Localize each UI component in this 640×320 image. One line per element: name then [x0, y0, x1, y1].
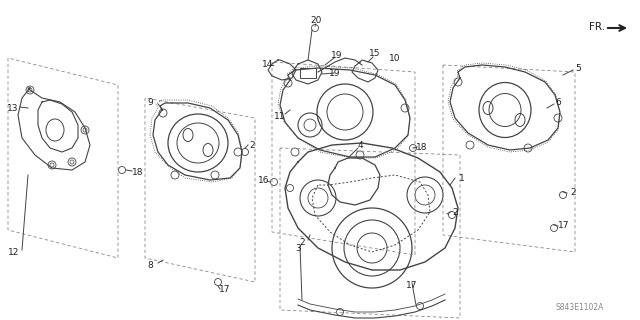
Text: 9: 9 [147, 98, 153, 107]
Text: 20: 20 [310, 15, 322, 25]
Text: FR.: FR. [589, 22, 605, 32]
Text: 13: 13 [7, 103, 19, 113]
Text: S843E1102A: S843E1102A [556, 303, 604, 313]
Text: 2: 2 [299, 237, 305, 246]
Text: 4: 4 [357, 140, 363, 149]
Text: 2: 2 [570, 188, 576, 196]
Bar [300, 68, 316, 78]
Text: 15: 15 [369, 49, 381, 58]
Text: 18: 18 [416, 142, 428, 151]
Text: 14: 14 [262, 60, 274, 68]
Text: 18: 18 [132, 167, 144, 177]
Text: 5: 5 [575, 63, 581, 73]
Text: 3: 3 [295, 244, 301, 252]
Text: 12: 12 [8, 247, 20, 257]
Text: 19: 19 [332, 51, 343, 60]
Text: 17: 17 [558, 220, 570, 229]
Text: 11: 11 [275, 111, 285, 121]
Text: 8: 8 [147, 260, 153, 269]
Text: 19: 19 [329, 68, 340, 77]
Text: 2: 2 [249, 140, 255, 149]
Text: 10: 10 [389, 53, 401, 62]
Text: 1: 1 [459, 173, 465, 182]
Text: 17: 17 [220, 285, 231, 294]
Text: 2: 2 [452, 207, 458, 217]
Text: 17: 17 [406, 281, 418, 290]
Text: 16: 16 [259, 175, 269, 185]
Text: 6: 6 [555, 98, 561, 107]
